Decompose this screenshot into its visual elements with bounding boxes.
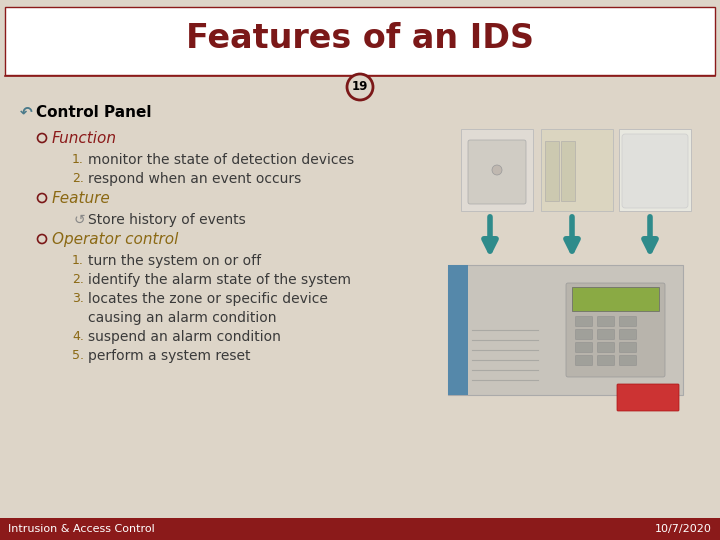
Text: 1.: 1.: [72, 153, 84, 166]
FancyBboxPatch shape: [598, 329, 614, 340]
FancyBboxPatch shape: [575, 342, 593, 353]
FancyBboxPatch shape: [572, 287, 659, 311]
FancyBboxPatch shape: [575, 355, 593, 366]
Text: causing an alarm condition: causing an alarm condition: [88, 311, 276, 325]
FancyBboxPatch shape: [575, 316, 593, 327]
Text: monitor the state of detection devices: monitor the state of detection devices: [88, 153, 354, 167]
Text: ↶: ↶: [20, 105, 32, 120]
Circle shape: [492, 165, 502, 175]
FancyBboxPatch shape: [619, 342, 636, 353]
FancyBboxPatch shape: [541, 129, 613, 211]
FancyBboxPatch shape: [468, 140, 526, 204]
FancyBboxPatch shape: [598, 342, 614, 353]
FancyBboxPatch shape: [617, 384, 679, 411]
FancyBboxPatch shape: [598, 355, 614, 366]
FancyBboxPatch shape: [545, 141, 559, 201]
FancyBboxPatch shape: [5, 7, 715, 75]
Circle shape: [347, 74, 373, 100]
FancyBboxPatch shape: [575, 329, 593, 340]
FancyBboxPatch shape: [0, 518, 720, 540]
FancyBboxPatch shape: [561, 141, 575, 201]
Text: 3.: 3.: [72, 292, 84, 305]
Text: Control Panel: Control Panel: [36, 105, 151, 120]
Text: perform a system reset: perform a system reset: [88, 349, 251, 363]
FancyBboxPatch shape: [448, 265, 468, 395]
FancyBboxPatch shape: [566, 283, 665, 377]
FancyBboxPatch shape: [619, 329, 636, 340]
FancyBboxPatch shape: [461, 129, 533, 211]
Text: Intrusion & Access Control: Intrusion & Access Control: [8, 524, 155, 534]
Text: 2.: 2.: [72, 273, 84, 286]
Text: 19: 19: [352, 80, 368, 93]
Text: Operator control: Operator control: [52, 232, 179, 247]
FancyBboxPatch shape: [622, 134, 688, 208]
Text: respond when an event occurs: respond when an event occurs: [88, 172, 301, 186]
Text: Feature: Feature: [52, 191, 111, 206]
Text: 10/7/2020: 10/7/2020: [655, 524, 712, 534]
FancyBboxPatch shape: [619, 316, 636, 327]
Text: 5.: 5.: [72, 349, 84, 362]
Text: locates the zone or specific device: locates the zone or specific device: [88, 292, 328, 306]
FancyBboxPatch shape: [598, 316, 614, 327]
Text: identify the alarm state of the system: identify the alarm state of the system: [88, 273, 351, 287]
Text: 4.: 4.: [72, 330, 84, 343]
Text: 2.: 2.: [72, 172, 84, 185]
Text: turn the system on or off: turn the system on or off: [88, 254, 261, 268]
Text: suspend an alarm condition: suspend an alarm condition: [88, 330, 281, 344]
FancyBboxPatch shape: [448, 265, 683, 395]
FancyBboxPatch shape: [619, 129, 691, 211]
Text: Function: Function: [52, 131, 117, 146]
FancyBboxPatch shape: [619, 355, 636, 366]
Text: 1.: 1.: [72, 254, 84, 267]
Text: Features of an IDS: Features of an IDS: [186, 23, 534, 56]
Text: Store history of events: Store history of events: [88, 213, 246, 227]
Text: ↺: ↺: [74, 213, 86, 227]
